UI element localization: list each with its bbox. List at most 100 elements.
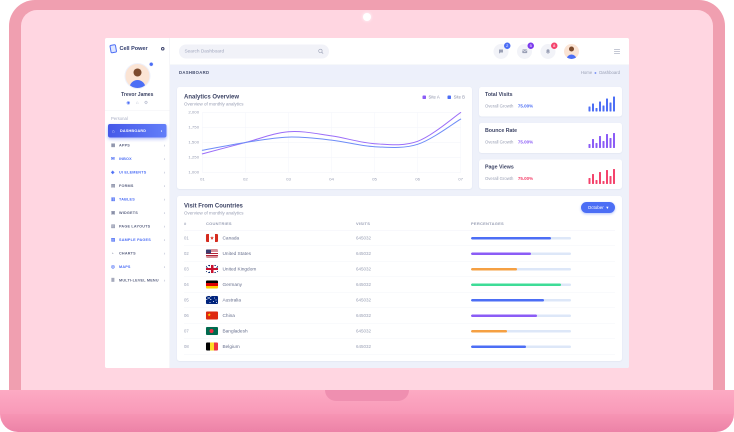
visits-value: 645032 (356, 266, 372, 272)
percentage-bar (471, 252, 571, 255)
visits-value: 645032 (356, 344, 372, 349)
sidebar-item-maps[interactable]: ◎ MAPS › (111, 264, 166, 270)
visit-from-countries-card: Visit From Countries Overview of monthly… (177, 196, 622, 361)
breadcrumb-home-link[interactable]: Home (580, 70, 593, 75)
percentage-bar (471, 314, 571, 317)
sidebar-item-apps[interactable]: ▦ APPS › (111, 142, 166, 148)
breadcrumb: Home ▸ Dashboard (581, 70, 620, 75)
widgets-icon: ▣ (111, 210, 116, 215)
mail-button[interactable]: 5 (517, 42, 534, 59)
visits-value: 645032 (356, 235, 372, 241)
legend-site-b[interactable]: Site B (447, 95, 465, 100)
svg-text:1,250: 1,250 (188, 155, 200, 160)
mail-icon (521, 49, 528, 54)
chat-button[interactable]: 2 (493, 42, 511, 59)
visits-value: 645032 (356, 313, 372, 318)
bell-icon (546, 49, 550, 54)
search-icon[interactable] (318, 48, 324, 55)
user-icon[interactable]: ◉ (126, 100, 131, 105)
hamburger-menu-icon[interactable] (614, 48, 620, 54)
sidebar-item-sample-pages[interactable]: ▨ SAMPLE PAGES › (111, 237, 166, 243)
stat-cards-column: Total Visits Overall Growth 75.00% Bounc… (479, 87, 622, 189)
avatar[interactable] (124, 63, 151, 89)
user-quick-icons: ◉ ⌂ ⚙ (105, 100, 170, 106)
country-name: China (222, 312, 235, 319)
bangladesh-flag-icon (206, 327, 218, 335)
webcam-dot (363, 13, 371, 21)
mini-bar-chart (588, 131, 615, 148)
inbox-icon: ✉ (111, 156, 115, 161)
chart-legend: Site A Site B (422, 93, 465, 100)
analytics-title: Analytics Overview (184, 93, 240, 100)
united-kingdom-flag-icon (206, 265, 218, 273)
percentage-bar (471, 345, 571, 348)
sidebar-section-label: Personal (111, 116, 128, 121)
month-dropdown-button[interactable]: October ▾ (581, 202, 615, 213)
canada-flag-icon (206, 234, 218, 242)
maps-icon: ◎ (111, 264, 116, 269)
percentage-bar (471, 329, 571, 333)
page-layouts-icon: ▧ (111, 223, 116, 229)
navbar-avatar[interactable] (564, 43, 579, 59)
legend-site-a[interactable]: Site A (422, 95, 440, 100)
percentage-bar (471, 298, 571, 302)
svg-text:1,750: 1,750 (188, 125, 200, 130)
visits-value: 645032 (356, 297, 372, 303)
chevron-right-icon: › (163, 142, 166, 148)
charts-icon: ◔ (111, 250, 114, 256)
visits-value: 645032 (356, 328, 372, 334)
phone-logo-icon (109, 43, 118, 54)
sidebar-item-charts[interactable]: ◔ CHARTS › (111, 250, 166, 256)
growth-label: Overall Growth (485, 175, 514, 181)
sidebar-item-ui-elements[interactable]: ◈ UI ELEMENTS › (111, 169, 166, 175)
online-status-dot (149, 62, 154, 67)
growth-value: 75.00% (517, 103, 534, 109)
sidebar-toggle[interactable] (161, 46, 165, 51)
sidebar-item-tables[interactable]: ▥ TABLES › (111, 196, 166, 202)
chevron-right-icon: › (163, 196, 166, 202)
svg-text:1,000: 1,000 (188, 170, 200, 175)
tables-icon: ▥ (111, 196, 116, 202)
chevron-right-icon: › (163, 223, 166, 229)
countries-title: Visit From Countries (184, 202, 243, 209)
percentage-bar (471, 236, 571, 240)
sidebar-item-forms[interactable]: ▤ FORMS › (111, 183, 166, 189)
sidebar-item-widgets[interactable]: ▣ WIDGETS › (111, 210, 166, 216)
chat-icon (499, 49, 503, 54)
sidebar-item-inbox[interactable]: ✉ INBOX › (111, 156, 166, 162)
home-icon[interactable]: ⌂ (135, 100, 139, 105)
svg-text:03: 03 (286, 177, 292, 182)
germany-flag-icon (206, 280, 218, 289)
bounce-rate-card: Bounce Rate Overall Growth 75.00% (479, 123, 622, 153)
chevron-right-icon: › (163, 183, 166, 189)
mail-badge: 5 (527, 42, 534, 49)
table-row: 03 United Kingdom 645032 (184, 262, 615, 277)
sidebar-item-dashboard[interactable]: ⌂ DASHBOARD › (108, 124, 167, 138)
percentage-bar (471, 267, 571, 271)
analytics-overview-card: Analytics Overview Overview of monthly a… (177, 87, 472, 189)
country-name: Belgium (222, 343, 240, 350)
user-name: Trevor James (121, 92, 154, 98)
sidebar-item-multi-level-menu[interactable]: ≣ MULTI-LEVEL MENU › (111, 277, 166, 283)
svg-text:2,000: 2,000 (188, 110, 200, 115)
dashboard-app: Cell Power Trevor James ◉ ⌂ ⚙ Personal (105, 38, 629, 368)
country-name: Canada (222, 235, 240, 241)
growth-value: 75.00% (517, 139, 534, 145)
main-area: 2 5 8 DASHBOA (170, 38, 629, 368)
visits-value: 645032 (356, 251, 372, 256)
gear-icon[interactable]: ⚙ (144, 100, 149, 105)
countries-subtitle: Overview of monthly analytics (184, 210, 244, 216)
sidebar-item-page-layouts[interactable]: ▧ PAGE LAYOUTS › (111, 223, 166, 229)
growth-value: 75.00% (517, 175, 534, 181)
table-row: 06 China 645032 (184, 308, 615, 324)
chevron-right-icon: › (163, 237, 166, 243)
chat-badge: 2 (504, 42, 511, 49)
china-flag-icon (206, 311, 218, 320)
search-input[interactable] (184, 48, 318, 54)
svg-text:1,500: 1,500 (188, 140, 200, 145)
table-row: 07 Bangladesh 645032 (184, 324, 615, 339)
bell-button[interactable]: 8 (540, 42, 558, 59)
content: Analytics Overview Overview of monthly a… (170, 80, 629, 368)
laptop-base-bottom (0, 414, 734, 432)
